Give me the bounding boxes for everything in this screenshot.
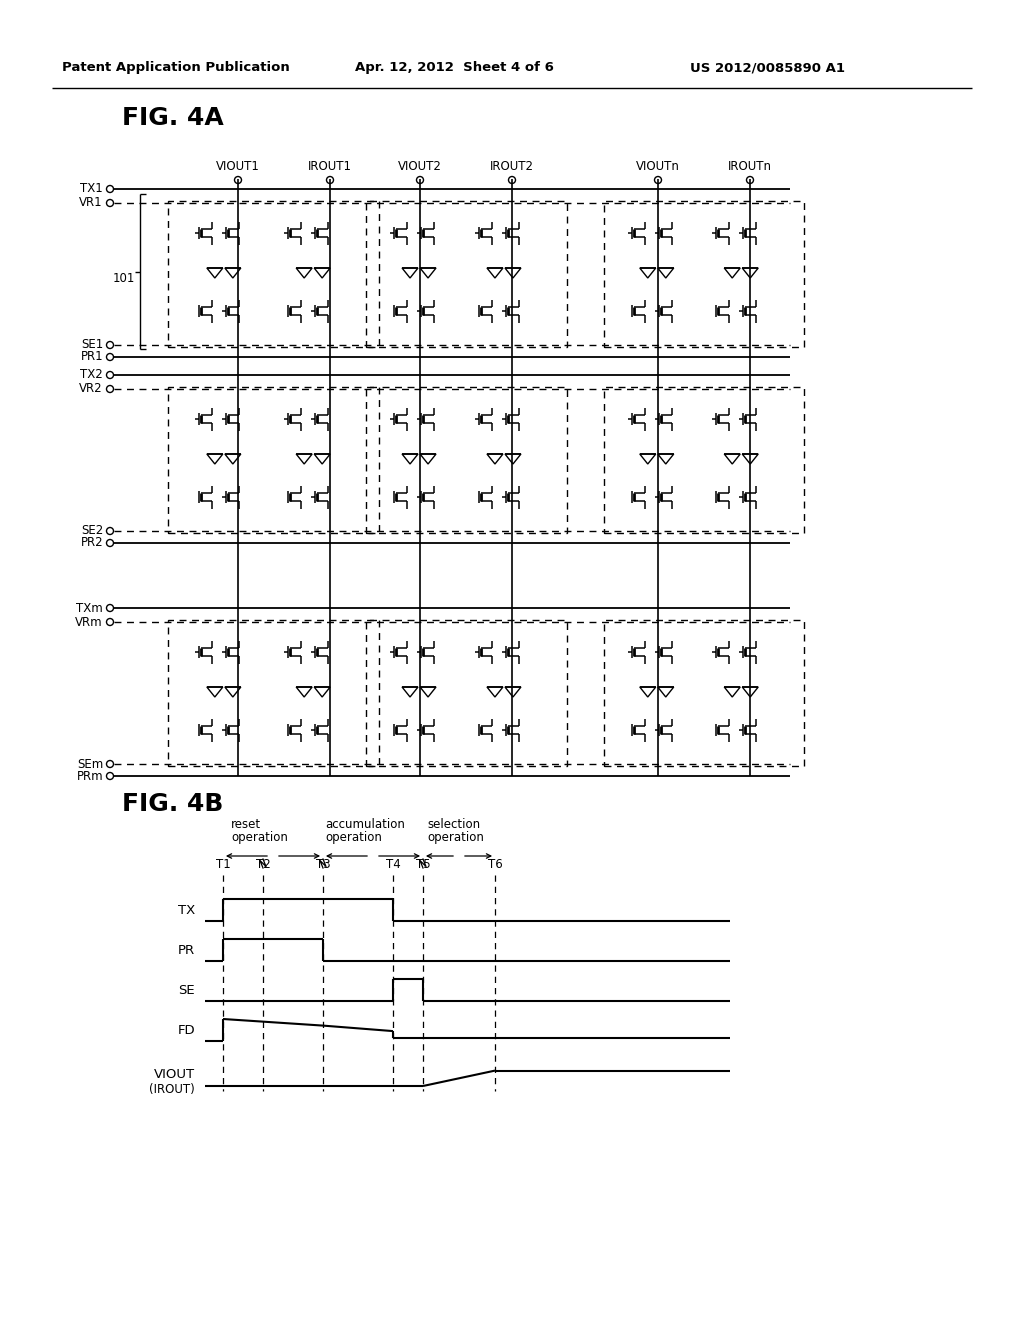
Text: PR: PR	[178, 944, 195, 957]
Text: IROUTn: IROUTn	[728, 161, 772, 173]
Text: SE: SE	[178, 983, 195, 997]
Text: T3: T3	[315, 858, 331, 871]
Text: VIOUT: VIOUT	[154, 1068, 195, 1081]
Bar	[366, 387, 567, 533]
Text: VRm: VRm	[76, 615, 103, 628]
Text: TX: TX	[178, 903, 195, 916]
Bar	[168, 201, 379, 347]
Text: 101: 101	[113, 272, 135, 285]
Text: T4: T4	[386, 858, 400, 871]
Text: T6: T6	[487, 858, 503, 871]
Text: PRm: PRm	[77, 770, 103, 783]
Text: TXm: TXm	[76, 602, 103, 615]
Text: operation: operation	[325, 832, 382, 845]
Text: Patent Application Publication: Patent Application Publication	[62, 62, 290, 74]
Text: operation: operation	[427, 832, 484, 845]
Text: IROUT1: IROUT1	[308, 161, 352, 173]
Bar	[604, 201, 804, 347]
Text: reset: reset	[231, 817, 261, 830]
Text: selection: selection	[427, 817, 480, 830]
Bar	[366, 201, 567, 347]
Text: PR1: PR1	[80, 351, 103, 363]
Text: T2: T2	[256, 858, 270, 871]
Text: operation: operation	[231, 832, 288, 845]
Bar	[604, 387, 804, 533]
Text: accumulation: accumulation	[325, 817, 404, 830]
Text: VIOUT1: VIOUT1	[216, 161, 260, 173]
Text: VIOUTn: VIOUTn	[636, 161, 680, 173]
Bar	[168, 387, 379, 533]
Text: (IROUT): (IROUT)	[150, 1082, 195, 1096]
Bar	[604, 620, 804, 766]
Text: FIG. 4B: FIG. 4B	[122, 792, 223, 816]
Text: Apr. 12, 2012  Sheet 4 of 6: Apr. 12, 2012 Sheet 4 of 6	[355, 62, 554, 74]
Text: TX2: TX2	[80, 368, 103, 381]
Bar	[366, 620, 567, 766]
Text: FD: FD	[177, 1023, 195, 1036]
Bar	[168, 620, 379, 766]
Text: VR1: VR1	[80, 197, 103, 210]
Text: SEm: SEm	[77, 758, 103, 771]
Text: VR2: VR2	[80, 383, 103, 396]
Text: TX1: TX1	[80, 182, 103, 195]
Text: SE2: SE2	[81, 524, 103, 537]
Text: IROUT2: IROUT2	[490, 161, 534, 173]
Text: PR2: PR2	[80, 536, 103, 549]
Text: FIG. 4A: FIG. 4A	[122, 106, 224, 129]
Text: SE1: SE1	[81, 338, 103, 351]
Text: T5: T5	[416, 858, 430, 871]
Text: US 2012/0085890 A1: US 2012/0085890 A1	[690, 62, 845, 74]
Text: T1: T1	[216, 858, 230, 871]
Text: VIOUT2: VIOUT2	[398, 161, 442, 173]
